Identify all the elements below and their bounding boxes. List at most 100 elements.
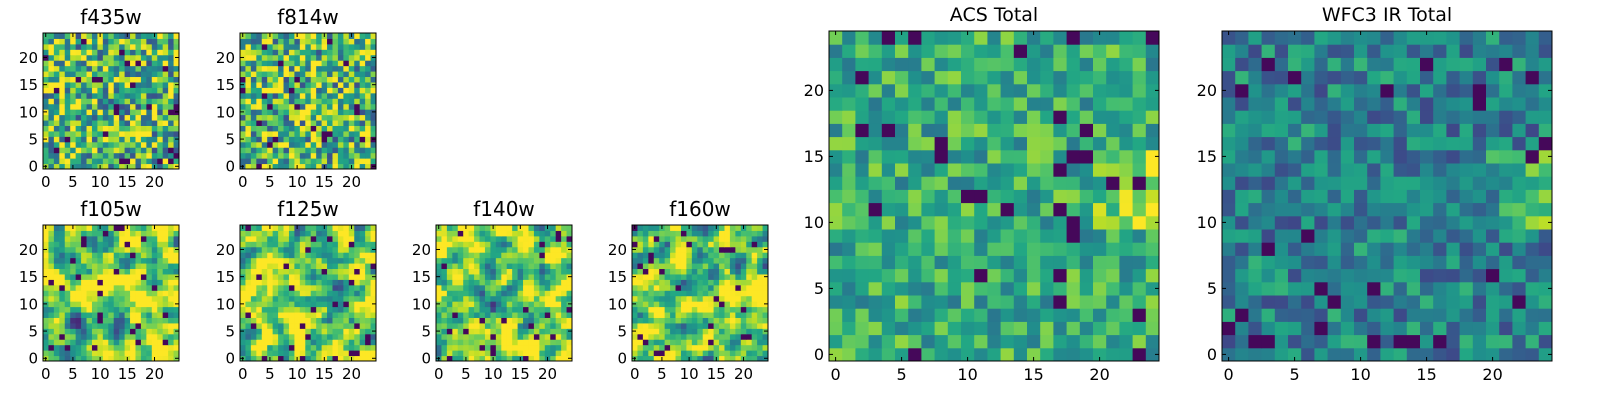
heatmap-cell: [97, 38, 104, 45]
heatmap-cell: [713, 317, 720, 324]
heatmap-cell: [321, 252, 328, 259]
heatmap-cell: [719, 306, 725, 313]
heatmap-cell: [135, 92, 142, 99]
heatmap-cell: [746, 355, 753, 362]
heatmap-cell: [310, 322, 317, 329]
heatmap-cell: [343, 306, 350, 313]
heatmap-cell: [64, 147, 71, 154]
heatmap-cell: [97, 268, 104, 275]
heatmap-cell: [119, 317, 126, 324]
heatmap-cell: [1340, 334, 1355, 349]
heatmap-cell: [441, 263, 448, 270]
heatmap-cell: [517, 268, 524, 275]
heatmap-cell: [702, 230, 709, 237]
heatmap-cell: [354, 71, 361, 78]
heatmap-cell: [829, 44, 843, 58]
heatmap-cell: [59, 344, 66, 351]
heatmap-cell: [642, 339, 649, 346]
heatmap-cell: [146, 257, 153, 264]
heatmap-cell: [64, 355, 71, 362]
heatmap-cell: [332, 49, 339, 56]
heatmap-cell: [310, 43, 317, 50]
heatmap-cell: [151, 38, 158, 45]
heatmap-cell: [272, 98, 279, 105]
heatmap-cell: [528, 235, 535, 242]
heatmap-cell: [43, 125, 49, 132]
heatmap-cell: [124, 295, 131, 302]
heatmap-cell: [653, 252, 660, 259]
heatmap-cell: [686, 328, 693, 335]
heatmap-cell: [452, 252, 459, 259]
heatmap-cell: [561, 322, 568, 329]
heatmap-cell: [484, 246, 491, 253]
x-tick-label: 20: [1089, 365, 1109, 384]
heatmap-cell: [332, 273, 339, 280]
heatmap-cell: [119, 328, 126, 335]
heatmap-cell: [474, 235, 481, 242]
heatmap-cell: [468, 290, 475, 297]
heatmap-cell: [294, 317, 301, 324]
heatmap-cell: [70, 295, 77, 302]
heatmap-cell: [934, 215, 949, 230]
heatmap-cell: [1145, 123, 1160, 138]
heatmap-cell: [702, 252, 709, 259]
heatmap-cell: [881, 97, 896, 111]
heatmap-cell: [550, 295, 557, 302]
heatmap-cell: [332, 152, 339, 159]
heatmap-cell: [702, 306, 709, 313]
heatmap-cell: [1145, 97, 1160, 111]
heatmap-cell: [91, 328, 98, 335]
heatmap-cell: [436, 263, 442, 270]
heatmap-cell: [895, 110, 909, 124]
heatmap-cell: [1406, 334, 1421, 349]
heatmap-cell: [43, 284, 49, 291]
heatmap-cell: [48, 65, 55, 72]
heatmap-cell: [1340, 202, 1355, 217]
heatmap-cell: [533, 312, 540, 318]
heatmap-cell: [675, 246, 682, 253]
heatmap-cell: [457, 333, 464, 340]
heatmap-cell: [708, 279, 715, 286]
heatmap-cell: [53, 312, 60, 318]
heatmap-cell: [113, 98, 120, 105]
heatmap-cell: [691, 257, 698, 264]
heatmap-cell: [452, 355, 459, 362]
heatmap-cell: [81, 312, 88, 318]
heatmap-cell: [327, 65, 333, 72]
heatmap-cell: [81, 76, 88, 83]
heatmap-cell: [632, 268, 638, 275]
heatmap-cell: [162, 76, 169, 83]
heatmap-cell: [108, 38, 115, 45]
heatmap-cell: [256, 301, 263, 308]
heatmap-cell: [59, 252, 66, 259]
heatmap-cell: [517, 252, 524, 259]
heatmap-cell: [70, 230, 77, 237]
heatmap-cell: [474, 268, 481, 275]
heatmap-cell: [751, 241, 758, 248]
heatmap-cell: [151, 49, 158, 56]
heatmap-cell: [1274, 268, 1289, 283]
heatmap-cell: [75, 230, 82, 237]
heatmap-cell: [113, 339, 120, 346]
heatmap-cell: [908, 229, 922, 243]
heatmap-cell: [162, 257, 169, 264]
heatmap-cell: [697, 279, 704, 286]
heatmap-cell: [370, 333, 377, 340]
heatmap-cell: [1538, 281, 1553, 296]
heatmap-cell: [468, 230, 475, 237]
heatmap-cell: [1446, 163, 1461, 177]
heatmap-cell: [305, 136, 312, 143]
heatmap-cell: [724, 268, 731, 275]
heatmap-cell: [91, 120, 98, 126]
heatmap-cell: [653, 350, 660, 357]
heatmap-cell: [708, 301, 715, 308]
heatmap-cell: [86, 152, 93, 159]
heatmap-cell: [1367, 163, 1381, 177]
heatmap-cell: [1079, 70, 1094, 85]
heatmap-cell: [294, 125, 301, 132]
heatmap-cell: [648, 235, 655, 242]
heatmap-cell: [757, 225, 764, 231]
heatmap-cell: [86, 263, 93, 270]
heatmap-cell: [855, 189, 870, 204]
heatmap-cell: [702, 312, 709, 318]
